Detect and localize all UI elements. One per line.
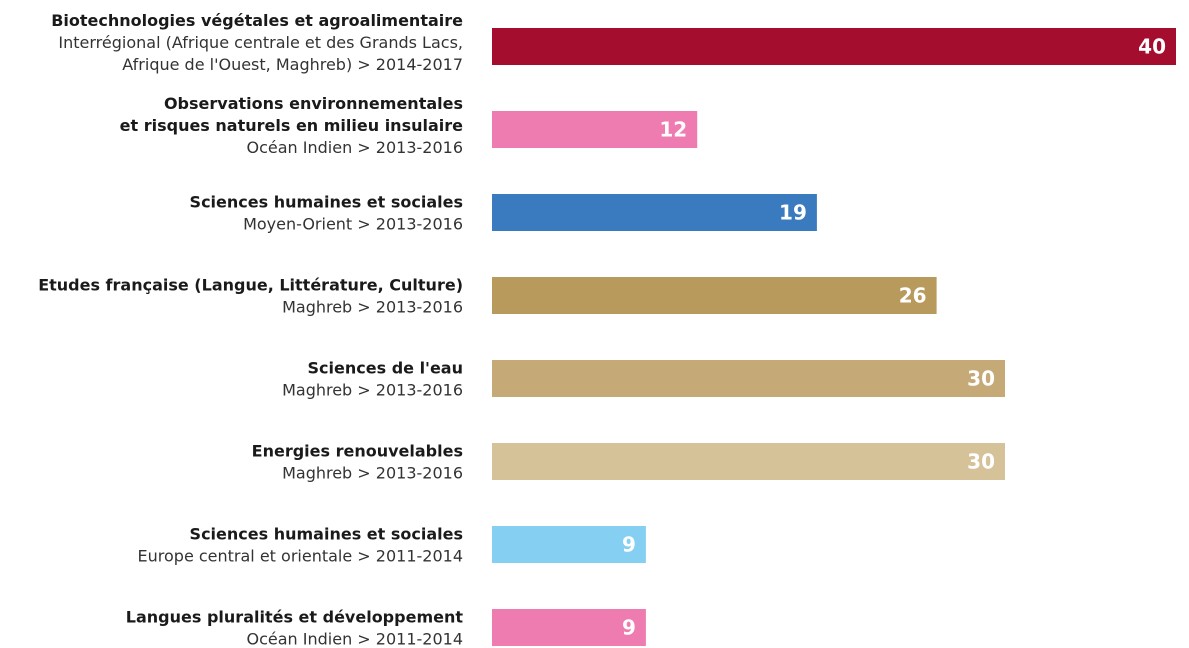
bar-group: 30 Energies renouvelables Maghreb > 2013-2… (252, 442, 1005, 483)
category-title: Energies renouvelables (252, 442, 463, 461)
category-subtitle: Afrique de l'Ouest, Maghreb) > 2014-2017 (122, 55, 463, 74)
category-subtitle: Maghreb > 2013-2016 (282, 381, 463, 400)
category-subtitle: Maghreb > 2013-2016 (282, 298, 463, 317)
bar (492, 609, 646, 646)
bar-group: 9 Langues pluralités et développement Océa… (126, 608, 646, 648)
category-title: Biotechnologies végétales et agroaliment… (51, 11, 463, 30)
category-subtitle: Maghreb > 2013-2016 (282, 464, 463, 483)
category-title: et risques naturels en milieu insulaire (120, 116, 464, 135)
bar-group: 30 Sciences de l'eau Maghreb > 2013-2016 (282, 359, 1005, 400)
bar (492, 194, 817, 231)
bar-value-label: 12 (659, 118, 687, 142)
category-title: Observations environnementales (164, 94, 463, 113)
bar-value-label: 40 (1138, 35, 1166, 59)
bar (492, 277, 937, 314)
category-title: Sciences humaines et sociales (190, 193, 463, 212)
category-subtitle: Océan Indien > 2013-2016 (247, 138, 464, 157)
bar-value-label: 9 (622, 616, 636, 640)
bar-group: 19 Sciences humaines et sociales Moyen-Ori… (190, 193, 817, 234)
bar-group: 40 Biotechnologies végétales et agroalime… (51, 11, 1176, 74)
bar-group: 9 Sciences humaines et sociales Europe cen… (138, 525, 646, 566)
category-subtitle: Moyen-Orient > 2013-2016 (243, 215, 463, 234)
bar-group: 12 Observations environnementales et risqu… (120, 94, 698, 157)
bar (492, 111, 698, 148)
category-subtitle: Océan Indien > 2011-2014 (247, 630, 464, 648)
bar-value-label: 26 (899, 284, 927, 308)
bar-group: 26 Etudes française (Langue, Littérature,… (38, 276, 937, 317)
bar-value-label: 30 (967, 367, 995, 391)
category-subtitle: Interrégional (Afrique centrale et des G… (58, 33, 463, 52)
bar-value-label: 30 (967, 450, 995, 474)
bar-value-label: 9 (622, 533, 636, 557)
bar (492, 526, 646, 563)
category-title: Langues pluralités et développement (126, 608, 464, 627)
category-subtitle: Europe central et orientale > 2011-2014 (138, 547, 463, 566)
bar (492, 443, 1005, 480)
bar (492, 360, 1005, 397)
category-title: Etudes française (Langue, Littérature, C… (38, 276, 463, 295)
category-title: Sciences de l'eau (308, 359, 463, 378)
bar (492, 28, 1176, 65)
category-title: Sciences humaines et sociales (190, 525, 463, 544)
bar-value-label: 19 (779, 201, 807, 225)
